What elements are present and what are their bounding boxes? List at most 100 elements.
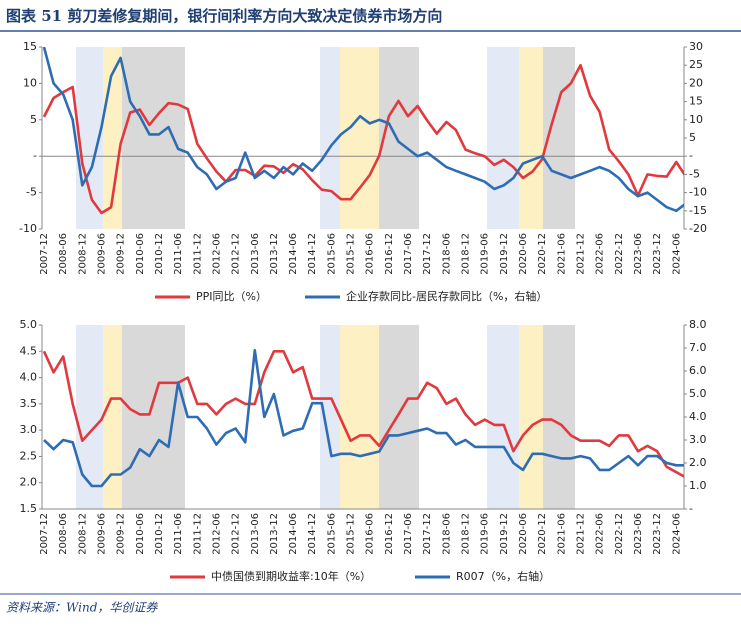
x-tick-label: 2016-12 bbox=[384, 513, 395, 555]
y-tick-label: 15 bbox=[689, 95, 703, 108]
x-tick-label: 2010-06 bbox=[135, 233, 146, 275]
x-tick-label: 2023-06 bbox=[633, 513, 644, 555]
series-line bbox=[42, 63, 684, 215]
band bbox=[320, 325, 340, 509]
x-tick-label: 2011-06 bbox=[173, 513, 184, 555]
x-tick-label: 2007-12 bbox=[39, 233, 50, 275]
band bbox=[379, 47, 419, 229]
x-tick-label: 2013-06 bbox=[250, 513, 261, 555]
y-tick-label: -5 bbox=[689, 167, 700, 180]
x-tick-label: 2012-06 bbox=[211, 513, 222, 555]
x-tick-label: 2017-06 bbox=[403, 513, 414, 555]
y-tick-label: 5 bbox=[689, 131, 696, 144]
y-tick-label: 10 bbox=[689, 113, 703, 126]
x-tick-label: 2013-06 bbox=[250, 233, 261, 275]
y-tick-label: - bbox=[689, 502, 693, 515]
x-tick-label: 2020-06 bbox=[518, 513, 529, 555]
x-tick-label: 2008-12 bbox=[77, 513, 88, 555]
y-tick-label: 5.0 bbox=[20, 318, 38, 331]
x-tick-label: 2012-12 bbox=[231, 513, 242, 555]
x-tick-label: 2008-06 bbox=[58, 513, 69, 555]
y-tick-label: 5 bbox=[30, 113, 37, 126]
x-tick-label: 2016-06 bbox=[365, 513, 376, 555]
y-tick-label: 2.0 bbox=[689, 456, 707, 469]
x-tick-label: 2014-12 bbox=[307, 513, 318, 555]
x-tick-label: 2024-06 bbox=[671, 513, 682, 555]
y-tick-label: 8.0 bbox=[689, 318, 707, 331]
x-tick-label: 2019-06 bbox=[480, 233, 491, 275]
x-tick-label: 2018-12 bbox=[461, 233, 472, 275]
x-tick-label: 2012-06 bbox=[211, 233, 222, 275]
series-line bbox=[42, 350, 684, 478]
x-tick-label: 2017-12 bbox=[422, 233, 433, 275]
x-tick-label: 2023-06 bbox=[633, 233, 644, 275]
band bbox=[103, 325, 122, 509]
y-tick-label: - bbox=[33, 149, 37, 162]
x-tick-label: 2013-12 bbox=[269, 513, 280, 555]
band bbox=[519, 47, 543, 229]
x-tick-label: 2008-06 bbox=[58, 233, 69, 275]
page-title: 图表 51 剪刀差修复期间，银行间利率方向大致决定债券市场方向 bbox=[6, 7, 442, 25]
x-tick-label: 2021-06 bbox=[556, 233, 567, 275]
x-tick-label: 2019-12 bbox=[499, 233, 510, 275]
band bbox=[487, 325, 519, 509]
x-tick-label: 2015-12 bbox=[346, 233, 357, 275]
x-tick-label: 2011-12 bbox=[192, 233, 203, 275]
band bbox=[543, 325, 575, 509]
x-tick-label: 2013-12 bbox=[269, 233, 280, 275]
x-tick-label: 2016-12 bbox=[384, 233, 395, 275]
source-note: 资料来源：Wind，华创证券 bbox=[6, 601, 158, 615]
y-tick-label: 6.0 bbox=[689, 364, 707, 377]
y-tick-label: 20 bbox=[689, 76, 703, 89]
band bbox=[379, 325, 419, 509]
y-tick-label: -15 bbox=[689, 204, 707, 217]
x-tick-label: 2022-06 bbox=[595, 233, 606, 275]
x-tick-label: 2022-12 bbox=[614, 233, 625, 275]
band bbox=[122, 325, 185, 509]
y-tick-label: 2.0 bbox=[20, 476, 38, 489]
x-tick-label: 2016-06 bbox=[365, 233, 376, 275]
x-tick-label: 2009-12 bbox=[116, 513, 127, 555]
x-tick-label: 2022-06 bbox=[595, 513, 606, 555]
y-tick-label: 3.5 bbox=[20, 397, 38, 410]
y-tick-label: 1.5 bbox=[20, 502, 38, 515]
y-tick-label: -20 bbox=[689, 222, 707, 235]
x-tick-label: 2020-06 bbox=[518, 233, 529, 275]
x-tick-label: 2008-12 bbox=[77, 233, 88, 275]
band bbox=[487, 47, 519, 229]
x-tick-label: 2014-12 bbox=[307, 233, 318, 275]
x-tick-label: 2020-12 bbox=[537, 233, 548, 275]
x-tick-label: 2014-06 bbox=[288, 513, 299, 555]
x-tick-label: 2019-12 bbox=[499, 513, 510, 555]
y-tick-label: -10 bbox=[689, 186, 707, 199]
band bbox=[340, 47, 379, 229]
x-tick-label: 2009-06 bbox=[96, 513, 107, 555]
x-tick-label: 2018-06 bbox=[441, 233, 452, 275]
y-tick-label: 4.0 bbox=[689, 410, 707, 423]
x-tick-label: 2021-12 bbox=[575, 233, 586, 275]
x-tick-label: 2017-12 bbox=[422, 513, 433, 555]
series-line bbox=[42, 47, 684, 213]
legend-label: 中债国债到期收益率:10年（%） bbox=[211, 569, 371, 583]
x-tick-label: 2011-06 bbox=[173, 233, 184, 275]
series-line bbox=[43, 349, 684, 488]
x-tick-label: 2019-06 bbox=[480, 513, 491, 555]
x-tick-label: 2010-12 bbox=[154, 233, 165, 275]
y-tick-label: 10 bbox=[23, 76, 37, 89]
shading bbox=[76, 47, 575, 509]
band bbox=[519, 325, 543, 509]
band bbox=[76, 325, 103, 509]
y-tick-label: 30 bbox=[689, 40, 703, 53]
y-tick-label: 25 bbox=[689, 58, 703, 71]
x-tick-label: 2010-12 bbox=[154, 513, 165, 555]
y-tick-label: 7.0 bbox=[689, 341, 707, 354]
x-tick-label: 2009-12 bbox=[116, 233, 127, 275]
y-tick-label: -5 bbox=[26, 186, 37, 199]
y-tick-label: -10 bbox=[19, 222, 37, 235]
legend-label: 企业存款同比-居民存款同比（%，右轴） bbox=[346, 289, 547, 303]
x-tick-label: 2021-12 bbox=[575, 513, 586, 555]
x-tick-label: 2021-06 bbox=[556, 513, 567, 555]
y-tick-label: 1.0 bbox=[689, 479, 707, 492]
y-tick-label: 5.0 bbox=[689, 387, 707, 400]
x-tick-label: 2012-12 bbox=[231, 233, 242, 275]
